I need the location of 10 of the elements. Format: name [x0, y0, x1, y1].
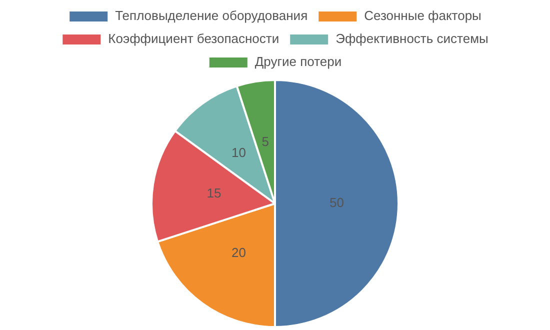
data-label: 20 — [231, 245, 246, 260]
data-label: 5 — [262, 134, 269, 150]
legend-label: Другие потери — [254, 54, 342, 70]
legend-label: Коэффициент безопасности — [108, 31, 280, 46]
data-label: 50 — [330, 195, 344, 210]
data-label: 10 — [231, 145, 246, 160]
legend-label: Сезонные факторы — [364, 8, 482, 24]
data-label: 15 — [206, 185, 222, 200]
legend-label: Эффективность системы — [336, 31, 488, 46]
legend-label: Тепловыделение оборудования — [115, 8, 308, 24]
